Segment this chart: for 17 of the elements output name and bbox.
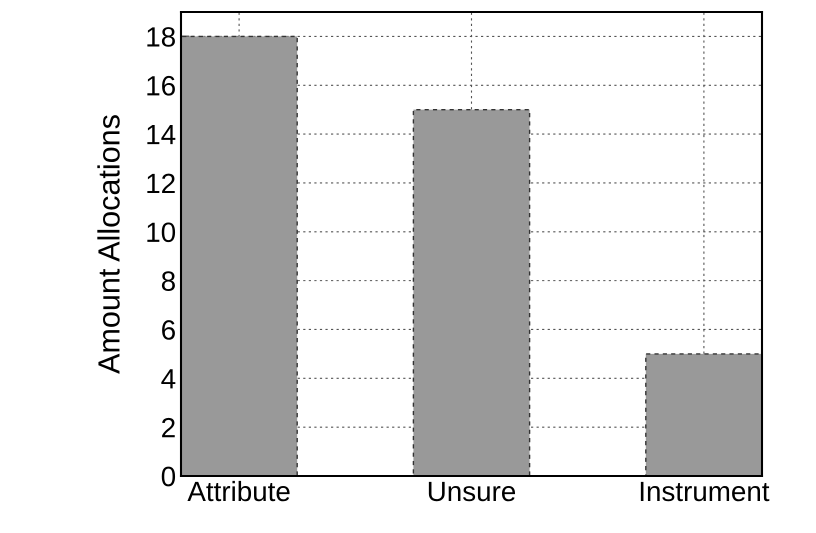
x-tick-label: Instrument — [640, 482, 770, 502]
x-tick-label: Unsure — [428, 482, 516, 502]
y-tick-label: 14 — [147, 125, 176, 144]
bar — [181, 36, 298, 476]
y-tick-label: 16 — [147, 76, 175, 96]
y-axis-title: Amount Allocations — [97, 115, 120, 374]
y-tick-label: 0 — [162, 466, 176, 486]
y-tick-label: 12 — [147, 174, 175, 194]
bar — [645, 353, 762, 476]
y-tick-label: 18 — [147, 27, 175, 47]
y-tick-label: 4 — [161, 369, 176, 388]
y-tick-label: 2 — [162, 418, 175, 438]
x-tick-label: Attribute — [187, 480, 290, 502]
y-tick-label: 8 — [162, 271, 175, 291]
y-tick-label: 10 — [147, 222, 176, 242]
bar — [412, 108, 530, 476]
y-tick-label: 6 — [162, 320, 175, 340]
